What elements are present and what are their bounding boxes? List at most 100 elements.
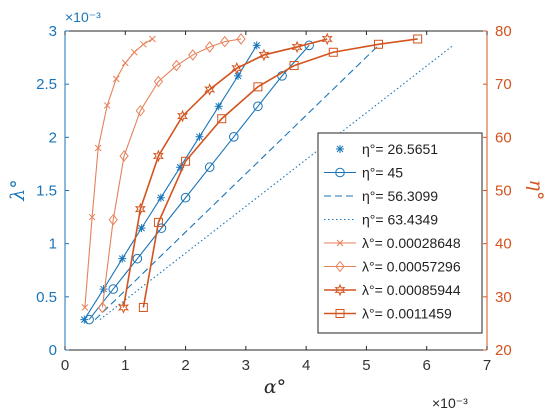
y-left-axis-title: λ° bbox=[7, 179, 29, 202]
data-point bbox=[88, 213, 96, 221]
data-point bbox=[99, 285, 108, 294]
data-point bbox=[84, 314, 94, 325]
y-left-tick-label: 0.5 bbox=[36, 289, 57, 306]
legend-marker bbox=[335, 260, 345, 273]
y-left-tick-label: 3 bbox=[49, 23, 57, 40]
x-tick-label: 3 bbox=[242, 357, 250, 374]
y-right-tick-label: 80 bbox=[495, 23, 512, 40]
data-point bbox=[140, 40, 147, 48]
y-right-tick-label: 70 bbox=[495, 76, 512, 93]
legend-marker bbox=[335, 309, 345, 318]
data-point bbox=[291, 40, 303, 54]
series-line bbox=[83, 45, 258, 320]
y-right-tick-label: 30 bbox=[495, 289, 512, 306]
legend-entry: η°= 26.5651 bbox=[336, 141, 438, 157]
series-6 bbox=[118, 32, 333, 314]
legend-marker bbox=[336, 239, 344, 247]
data-point bbox=[118, 254, 127, 263]
data-point bbox=[373, 39, 383, 49]
legend-marker bbox=[334, 283, 346, 297]
legend-entry: η°= 56.3099 bbox=[324, 188, 438, 204]
y-left-tick-label: 0 bbox=[49, 342, 57, 359]
data-point bbox=[229, 132, 239, 142]
legend-entry: λ°= 0.00028648 bbox=[324, 235, 461, 251]
series-line bbox=[101, 38, 242, 308]
legend-entry: λ°= 0.00057296 bbox=[324, 259, 461, 275]
data-point bbox=[119, 150, 129, 162]
data-point bbox=[252, 41, 261, 50]
data-point bbox=[112, 75, 120, 83]
legend-entry: η°= 45 bbox=[324, 165, 403, 181]
x-tick-label: 0 bbox=[61, 357, 69, 374]
legend-marker bbox=[335, 167, 345, 178]
data-point bbox=[152, 149, 164, 163]
data-point bbox=[234, 71, 243, 80]
series-line bbox=[122, 38, 328, 308]
data-point bbox=[118, 301, 129, 314]
series-line bbox=[99, 44, 455, 321]
data-point bbox=[80, 315, 89, 324]
legend: η°= 26.5651 η°= 45 η°= 56.3099 η°= 63.4349 λ… bbox=[317, 132, 483, 334]
series-5 bbox=[97, 33, 246, 314]
x-tick-label: 1 bbox=[121, 357, 129, 374]
data-point bbox=[153, 75, 164, 88]
data-point bbox=[177, 109, 189, 123]
y-right-tick-label: 40 bbox=[495, 236, 512, 253]
data-point bbox=[220, 35, 230, 48]
legend-entry: λ°= 0.00085944 bbox=[324, 282, 461, 298]
data-point bbox=[188, 49, 198, 61]
legend-label: η°= 45 bbox=[362, 165, 403, 181]
data-point bbox=[258, 48, 270, 62]
series-line bbox=[142, 38, 418, 308]
series-line bbox=[88, 44, 310, 320]
series-layer bbox=[80, 32, 455, 325]
legend-label: λ°= 0.00028648 bbox=[362, 235, 461, 251]
data-point bbox=[413, 34, 423, 44]
legend-entry: λ°= 0.0011459 bbox=[324, 306, 452, 322]
data-point bbox=[195, 132, 204, 141]
data-point bbox=[181, 156, 191, 166]
data-point bbox=[135, 104, 145, 117]
data-point bbox=[204, 83, 216, 96]
data-point bbox=[103, 102, 111, 109]
data-point bbox=[171, 59, 182, 72]
series-3 bbox=[99, 44, 455, 321]
x-tick-label: 2 bbox=[181, 357, 189, 374]
legend-marker bbox=[336, 145, 344, 153]
data-point bbox=[180, 192, 191, 203]
data-point bbox=[214, 102, 223, 111]
data-point bbox=[321, 32, 333, 46]
legend-label: λ°= 0.00085944 bbox=[362, 282, 461, 298]
data-point bbox=[253, 82, 263, 92]
legend-label: λ°= 0.00057296 bbox=[362, 259, 461, 275]
series-0 bbox=[80, 41, 261, 324]
y-left-tick-label: 1 bbox=[49, 236, 57, 253]
y-right-tick-label: 60 bbox=[495, 129, 512, 146]
x-tick-label: 6 bbox=[423, 357, 431, 374]
data-point bbox=[132, 253, 143, 264]
x-tick-label: 4 bbox=[302, 357, 310, 374]
legend-label: λ°= 0.0011459 bbox=[362, 306, 452, 322]
data-point bbox=[130, 48, 138, 56]
data-point bbox=[94, 144, 102, 152]
y-right-tick-label: 50 bbox=[495, 183, 512, 200]
data-point bbox=[253, 101, 263, 112]
series-4 bbox=[81, 35, 156, 311]
axes-layer: 0 1 2 3 4 5 6 700.511.522.5320304050607080×10⁻³… bbox=[7, 9, 547, 411]
legend-entry: η°= 63.4349 bbox=[324, 212, 438, 228]
data-point bbox=[108, 284, 119, 294]
data-point bbox=[156, 193, 165, 202]
data-point bbox=[108, 213, 118, 226]
data-point bbox=[81, 304, 89, 311]
series-7 bbox=[138, 34, 423, 312]
data-point bbox=[205, 41, 215, 53]
data-point bbox=[137, 224, 146, 233]
data-point bbox=[134, 202, 146, 216]
y-right-tick-label: 20 bbox=[495, 342, 512, 359]
data-point bbox=[328, 47, 338, 57]
y-left-exponent: ×10⁻³ bbox=[65, 9, 101, 25]
x-exponent: ×10⁻³ bbox=[432, 395, 468, 411]
data-point bbox=[138, 302, 148, 312]
data-point bbox=[231, 61, 243, 75]
